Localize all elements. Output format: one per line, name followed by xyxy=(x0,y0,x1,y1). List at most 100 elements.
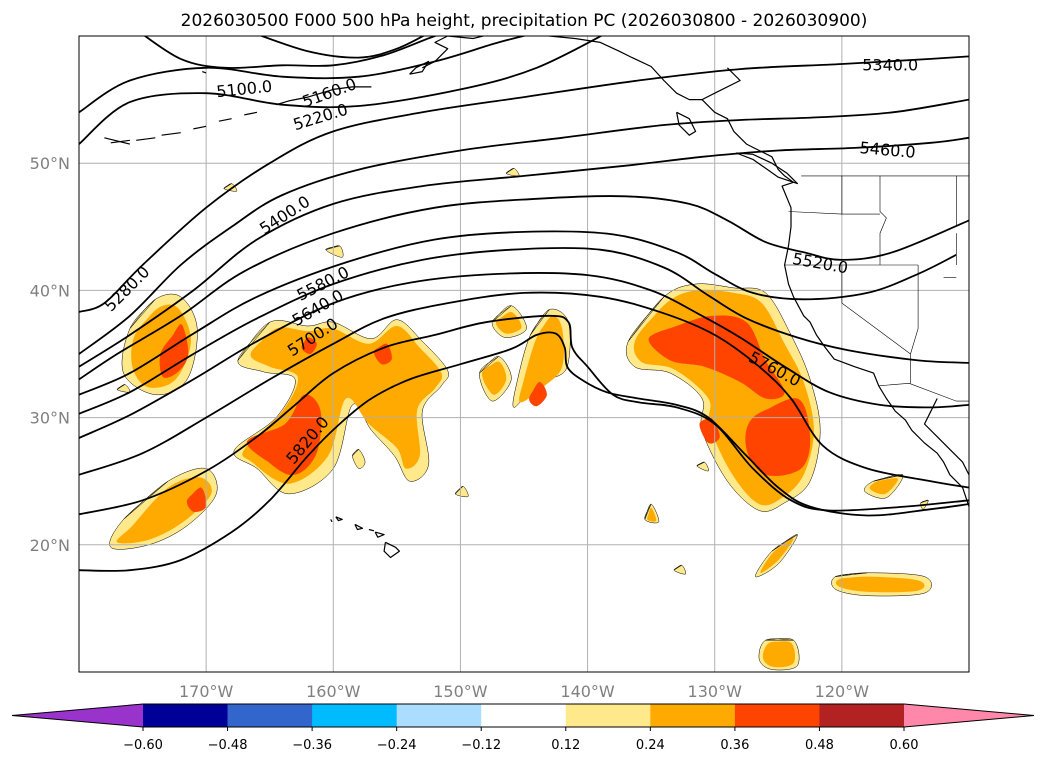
coastline-segment-0 xyxy=(701,67,969,507)
colorbar-segment-3 xyxy=(396,704,482,727)
lat-tick-30: 30°N xyxy=(30,409,70,428)
colorbar-tick-label-9: 0.60 xyxy=(890,738,919,753)
coastline-segment-11 xyxy=(161,132,181,136)
lat-tick-40: 40°N xyxy=(30,281,70,300)
height-contour-2 xyxy=(79,36,528,114)
lon-tick-130: 130°W xyxy=(688,682,743,701)
height-contour-11 xyxy=(79,291,969,489)
precip-area-low-35 xyxy=(223,183,238,192)
colorbar-tick-label-7: 0.36 xyxy=(720,738,749,753)
colorbar-segment-4 xyxy=(481,704,567,727)
precip-area-mid-19 xyxy=(481,361,507,395)
coastlines xyxy=(104,36,969,559)
border-segment-1 xyxy=(879,175,887,265)
colorbar-tick-label-1: −0.48 xyxy=(208,738,248,753)
precip-area-high-6 xyxy=(301,337,317,355)
coastline-segment-20 xyxy=(104,137,131,145)
colorbar-tick-label-4: −0.12 xyxy=(461,738,501,753)
height-contour-12 xyxy=(79,314,969,516)
coastline-segment-2 xyxy=(736,152,798,185)
colorbar-tick-label-3: −0.24 xyxy=(377,738,417,753)
contour-label-text: 5340.0 xyxy=(862,55,918,74)
lon-tick-160: 160°W xyxy=(306,682,361,701)
colorbar-tick-label-6: 0.24 xyxy=(636,738,665,753)
coastline-segment-1 xyxy=(923,398,969,476)
precip-area-high-5 xyxy=(246,394,322,476)
colorbar-segment-6 xyxy=(650,704,736,727)
height-contour-4 xyxy=(79,55,969,313)
border-segment-7 xyxy=(910,265,919,355)
colorbar-segment-5 xyxy=(565,704,651,727)
precip-area-mid-16 xyxy=(519,315,564,403)
colorbar-segment-2 xyxy=(312,704,398,727)
colorbar-segment-8 xyxy=(819,704,905,727)
height-contour-1 xyxy=(143,36,438,69)
coastline-segment-5 xyxy=(422,36,449,69)
coastline-segment-9 xyxy=(218,118,232,122)
colorbar-extend-high xyxy=(904,704,1034,727)
colorbar-tick-label-8: 0.48 xyxy=(805,738,834,753)
colorbar-tick-label-5: 0.12 xyxy=(551,738,580,753)
lat-tick-20: 20°N xyxy=(30,536,70,555)
coastline-segment-18 xyxy=(368,528,375,532)
border-segment-5 xyxy=(878,382,969,402)
map-area: 5100.0 5160.05220.05340.05460.05400.05280… xyxy=(79,36,969,672)
lon-tick-150: 150°W xyxy=(433,682,488,701)
precip-area-high-17 xyxy=(529,381,547,407)
precip-area-mid-24 xyxy=(647,507,657,522)
coastline-segment-19 xyxy=(330,519,333,523)
coastline-segment-6 xyxy=(275,86,372,106)
colorbar: −0.60 −0.48 −0.36 −0.24 −0.12 0.12 0.24 0.36 0.4… xyxy=(11,703,1035,753)
map-frame xyxy=(78,35,970,673)
height-contour-9 xyxy=(79,247,969,415)
longitude-tick-labels: 170°W 160°W 150°W 140°W 130°W 120°W xyxy=(179,682,869,701)
height-contour-5 xyxy=(79,98,969,355)
coastline-segment-16 xyxy=(354,523,364,531)
contour-label-text: 5460.0 xyxy=(859,138,916,162)
colorbar-segment-0 xyxy=(143,704,229,727)
precip-area-mid-30 xyxy=(869,478,898,495)
colorbar-segment-7 xyxy=(734,704,820,727)
precip-area-mid-32 xyxy=(762,641,796,668)
coastline-segment-10 xyxy=(193,125,207,130)
height-contour-10 xyxy=(79,272,969,439)
coastline-segment-12 xyxy=(136,137,156,141)
coastline-segment-14 xyxy=(383,541,400,559)
lon-tick-120: 120°W xyxy=(815,682,870,701)
contour-label-3: 5340.0 xyxy=(862,55,918,74)
figure-title: 2026030500 F000 500 hPa height, precipit… xyxy=(181,11,868,31)
height-contour-7 xyxy=(79,195,969,381)
colorbar-segment-1 xyxy=(227,704,313,727)
precip-area-low-41 xyxy=(325,245,344,258)
precip-area-mid-21 xyxy=(116,477,212,544)
precip-area-low-34 xyxy=(352,449,366,469)
coastline-segment-8 xyxy=(244,111,258,116)
colorbar-tick-label-2: −0.36 xyxy=(292,738,332,753)
precip-area-high-10 xyxy=(648,315,785,400)
height-contour-3 xyxy=(79,36,603,145)
map-gridlines xyxy=(79,36,969,672)
height-contour-0 xyxy=(259,36,426,59)
height-contours xyxy=(79,36,969,572)
coastline-segment-21 xyxy=(202,71,207,74)
colorbar-tick-label-0: −0.60 xyxy=(123,738,163,753)
coastline-segment-7 xyxy=(409,60,430,75)
precip-area-high-22 xyxy=(186,487,207,512)
latitude-tick-labels: 20°N 30°N 40°N 50°N xyxy=(30,154,70,555)
contour-label-4: 5460.0 xyxy=(859,138,916,162)
precip-area-low-38 xyxy=(696,461,709,472)
coastline-segment-15 xyxy=(374,531,385,538)
height-contour-8 xyxy=(79,230,957,396)
precip-area-mid-28 xyxy=(835,576,925,593)
coastline-segment-4 xyxy=(447,36,702,101)
coastline-segment-17 xyxy=(335,516,343,522)
colorbar-extend-low xyxy=(12,704,143,727)
height-contour-6 xyxy=(79,136,969,368)
precip-area-low-39 xyxy=(673,564,687,575)
lat-tick-50: 50°N xyxy=(30,154,70,173)
border-segment-4 xyxy=(841,265,911,384)
precip-area-high-2 xyxy=(159,324,189,378)
precip-area-mid-26 xyxy=(760,538,794,573)
height-contour-13 xyxy=(79,331,969,572)
